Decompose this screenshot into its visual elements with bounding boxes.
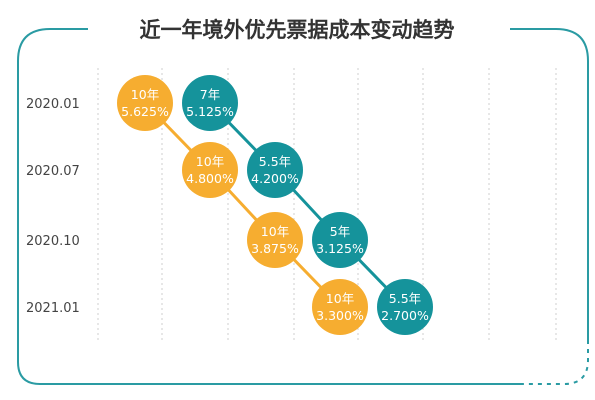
data-point-term-label: 10年 xyxy=(261,224,289,239)
y-tick-label: 2020.01 xyxy=(26,97,80,112)
data-point: 10年 5.625% xyxy=(117,75,173,131)
data-point-term-label: 5.5年 xyxy=(259,154,291,169)
data-point: 5年 3.125% xyxy=(312,212,368,268)
data-point-term-label: 10年 xyxy=(131,87,159,102)
chart-title: 近一年境外优先票据成本变动趋势 xyxy=(140,18,455,42)
data-point-term-label: 5年 xyxy=(330,224,350,239)
data-point-marker xyxy=(247,142,303,198)
data-point-rate-label: 4.800% xyxy=(186,171,234,186)
data-point-rate-label: 3.125% xyxy=(316,241,364,256)
data-point-marker xyxy=(247,212,303,268)
data-point-marker xyxy=(312,279,368,335)
series-lines xyxy=(143,101,407,309)
series-line xyxy=(208,101,407,309)
data-point-term-label: 10年 xyxy=(326,291,354,306)
data-point: 10年 3.300% xyxy=(312,279,368,335)
data-point-marker xyxy=(182,75,238,131)
data-point-rate-label: 5.625% xyxy=(121,104,169,119)
data-point: 5.5年 2.700% xyxy=(377,279,433,335)
data-point-marker xyxy=(312,212,368,268)
y-tick-label: 2021.01 xyxy=(26,301,80,316)
y-tick-label: 2020.07 xyxy=(26,164,80,179)
data-point-term-label: 7年 xyxy=(200,87,220,102)
data-point-marker xyxy=(117,75,173,131)
data-points: 10年 5.625% 10年 4.800% 10年 3.875% 10年 3.300% 7年 5.… xyxy=(117,75,433,335)
data-point-term-label: 5.5年 xyxy=(389,291,421,306)
data-point: 10年 4.800% xyxy=(182,142,238,198)
chart-frame-right xyxy=(510,28,589,340)
data-point-rate-label: 3.875% xyxy=(251,241,299,256)
data-point-marker xyxy=(377,279,433,335)
series-line xyxy=(143,101,342,309)
data-point: 10年 3.875% xyxy=(247,212,303,268)
data-point: 7年 5.125% xyxy=(182,75,238,131)
data-point-marker xyxy=(182,142,238,198)
y-tick-label: 2020.10 xyxy=(26,234,80,249)
data-point-rate-label: 2.700% xyxy=(381,308,429,323)
data-point-rate-label: 5.125% xyxy=(186,104,234,119)
chart-frame xyxy=(17,28,520,385)
data-point-rate-label: 4.200% xyxy=(251,171,299,186)
data-point-rate-label: 3.300% xyxy=(316,308,364,323)
data-point-term-label: 10年 xyxy=(196,154,224,169)
chart-frame-dashes xyxy=(520,340,589,385)
data-point: 5.5年 4.200% xyxy=(247,142,303,198)
y-axis: 2020.01 2020.07 2020.10 2021.01 xyxy=(26,97,80,316)
